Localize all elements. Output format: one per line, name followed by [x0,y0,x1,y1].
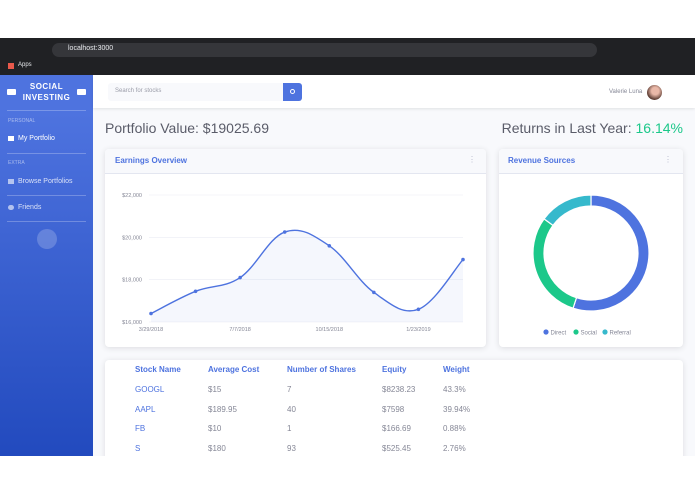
brand-icon [77,89,86,95]
column-header: Average Cost [208,365,260,374]
nav-icon [8,179,14,184]
point [461,257,465,262]
search-placeholder: Search for stocks [115,88,162,94]
y-tick-label: $22,000 [122,193,142,199]
table-cell: $10 [208,424,222,434]
brand: INVESTING [22,93,71,102]
table-cell: $189.95 [208,404,237,414]
point [149,311,153,316]
table-cell: $180 [208,444,226,454]
card-title: Earnings Overview [115,156,188,165]
x-tick-label: 3/29/2018 [139,327,163,333]
y-tick-label: $18,000 [122,278,142,284]
legend-dot [573,329,579,335]
table-cell: $7598 [382,404,405,414]
point [193,289,198,294]
card-menu[interactable]: ⋮ [468,155,476,164]
nav-icon [8,205,14,210]
card [499,149,683,347]
search-icon [290,89,295,94]
stock-link[interactable]: FB [135,424,146,434]
brand: SOCIAL [29,82,64,91]
nav-icon [8,136,14,141]
sidebar-toggle[interactable] [37,229,57,249]
point [238,275,242,280]
card-header [499,149,683,174]
column-header: Weight [443,365,470,374]
point [372,290,376,295]
nav-item[interactable]: My Portfolio [18,135,55,142]
url-bar[interactable] [52,43,597,57]
legend-label: Social [581,330,597,336]
stock-link[interactable]: GOOGL [135,385,165,394]
bookmark[interactable]: Apps [18,62,32,68]
point [327,244,332,248]
table-cell: 40 [287,404,296,414]
column-header: Equity [382,365,407,374]
url: localhost:3000 [68,45,114,52]
y-tick-label: $20,000 [122,235,142,241]
nav-item[interactable]: Friends [18,204,42,211]
card [105,149,486,347]
portfolio-value: Portfolio Value: $19025.69 [105,120,269,136]
x-tick-label: 1/23/2019 [406,327,430,333]
legend-label: Referral [610,330,631,336]
table-cell: $15 [208,385,222,394]
card-menu[interactable]: ⋮ [664,155,672,164]
card-title: Revenue Sources [508,156,576,165]
area [151,230,463,322]
search-box[interactable] [108,83,283,101]
y-tick-label: $16,000 [122,320,142,326]
avatar[interactable] [647,85,662,100]
table-card [105,360,683,470]
returns-value: 16.14% [635,120,683,136]
table-cell: $166.69 [382,424,411,434]
slice [572,194,650,312]
bottom-blank [0,456,695,494]
user-name: Valerie Luna [609,89,643,95]
table-cell: 43.3% [443,385,466,394]
table-cell: $8238.23 [382,385,416,394]
apps-icon [8,63,14,69]
slice [532,218,578,309]
legend-dot [602,329,608,335]
table-cell: 2.76% [443,444,466,454]
divider [7,110,86,111]
card-header [105,149,486,174]
table-cell: 93 [287,444,296,454]
divider [7,221,86,222]
nav-item[interactable]: Browse Portfolios [18,178,73,185]
sidebar [0,75,93,456]
slice [543,194,592,227]
legend-dot [543,329,549,335]
x-tick-label: 10/15/2018 [316,327,344,333]
stock-link[interactable]: AAPL [135,404,156,414]
table-cell: $525.45 [382,444,411,454]
table-cell: 7 [287,385,292,394]
point [282,230,287,234]
table-cell: 1 [287,424,292,434]
stock-link[interactable]: S [135,444,141,454]
divider [7,153,86,154]
x-tick-label: 7/7/2018 [229,327,250,333]
table-cell: 0.88% [443,424,466,434]
section-heading: PERSONAL [8,118,36,124]
brand-icon [7,89,16,95]
section-heading: EXTRA [8,160,25,166]
point [416,307,421,312]
column-header: Stock Name [135,365,181,374]
divider [7,195,86,196]
returns: Returns in Last Year: 16.14% [502,120,683,136]
column-header: Number of Shares [287,365,356,374]
legend-label: Direct [551,330,567,336]
returns-label: Returns in Last Year: [501,120,632,136]
charts: $16,000 $18,000 $20,000 $22,000 3/29/2018 7/7… [122,193,650,336]
table-cell: 39.94% [443,404,471,414]
